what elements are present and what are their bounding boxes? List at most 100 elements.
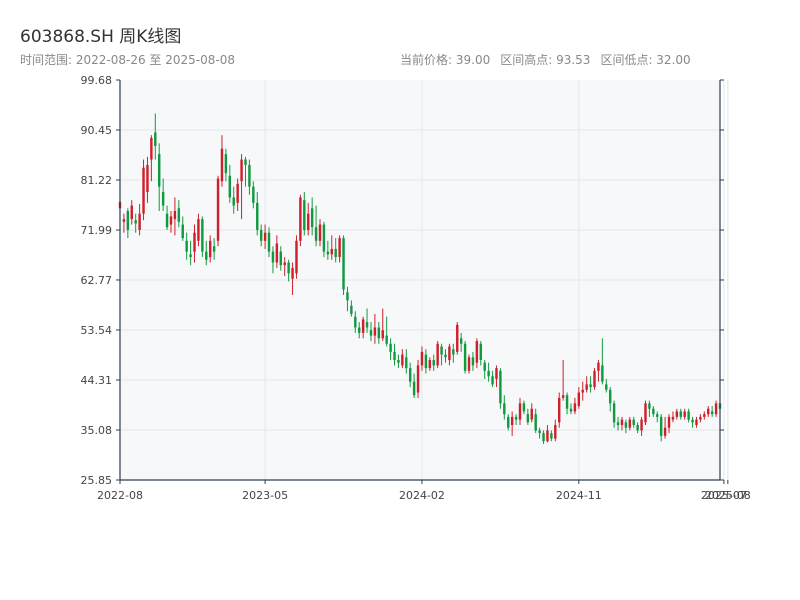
candle-body <box>299 197 302 241</box>
candle <box>189 240 192 266</box>
candle <box>628 416 632 431</box>
candle <box>244 156 247 187</box>
x-tick-label: 2025-07 <box>701 489 747 502</box>
candle-body <box>424 354 428 369</box>
candle-body <box>487 370 490 377</box>
candle <box>710 406 714 417</box>
candle <box>416 359 420 398</box>
candle-body <box>275 243 279 263</box>
candle <box>495 365 498 388</box>
candle <box>134 213 137 233</box>
period-low-label: 区间低点: 32.00 <box>600 53 691 67</box>
candle <box>361 316 365 339</box>
candle-body <box>679 411 682 417</box>
y-tick-label: 81.22 <box>81 174 113 187</box>
candle-body <box>216 178 220 241</box>
candle-body <box>550 433 553 439</box>
candle <box>652 406 655 417</box>
candle-body <box>495 368 498 379</box>
candle-body <box>208 240 212 258</box>
candle <box>369 322 373 342</box>
candle-body <box>479 343 482 360</box>
candle <box>479 341 482 366</box>
candle-body <box>193 232 196 252</box>
candle <box>385 316 388 347</box>
candle <box>197 213 200 247</box>
candle-body <box>267 232 271 252</box>
candle <box>510 411 514 436</box>
candle <box>401 349 404 369</box>
candle <box>459 332 463 352</box>
candle-body <box>542 433 545 442</box>
candle-body <box>326 251 330 255</box>
candle <box>714 400 718 417</box>
candle-body <box>597 362 600 371</box>
candle <box>703 411 706 420</box>
candle-body <box>385 335 388 344</box>
candle-body <box>530 408 533 420</box>
candle-body <box>401 354 404 366</box>
candle-body <box>232 197 235 206</box>
candle <box>632 416 635 428</box>
candle <box>648 400 651 417</box>
candle <box>342 235 345 295</box>
candle <box>169 211 173 233</box>
candle-body <box>695 419 698 426</box>
candle-body <box>283 262 286 266</box>
candle-body <box>416 365 420 393</box>
candle <box>177 200 181 228</box>
candle-body <box>644 403 647 423</box>
period-high-label: 区间高点: 93.53 <box>500 53 591 67</box>
candle <box>663 416 667 439</box>
candle-body <box>565 395 569 409</box>
candle <box>256 192 259 236</box>
candle <box>291 262 294 295</box>
candle-body <box>154 132 157 146</box>
candle <box>318 219 322 247</box>
candle <box>397 354 400 369</box>
candle-body <box>558 397 561 423</box>
candle-body <box>338 238 341 258</box>
candle-body <box>608 389 612 404</box>
candle-body <box>342 238 345 290</box>
y-tick-label: 62.77 <box>81 274 113 287</box>
candle <box>130 200 133 225</box>
candle <box>624 419 628 434</box>
candle-body <box>703 414 706 417</box>
y-tick-label: 35.08 <box>81 424 113 437</box>
candle-body <box>220 148 224 182</box>
candle-body <box>554 425 557 439</box>
candle-body <box>448 346 451 360</box>
candle-body <box>526 414 530 423</box>
candle-body <box>640 419 643 431</box>
candle <box>412 373 416 398</box>
candle <box>620 416 624 431</box>
candle-body <box>436 343 439 366</box>
candle <box>365 308 369 333</box>
candle <box>193 224 196 263</box>
candle-body <box>452 349 455 355</box>
candle <box>601 338 604 385</box>
candle <box>432 354 435 371</box>
candle <box>514 414 518 426</box>
candle <box>358 322 361 339</box>
candle-body <box>624 422 628 428</box>
candle-body <box>652 408 655 415</box>
candle <box>299 194 302 247</box>
candle-body <box>569 408 573 412</box>
candle <box>279 246 282 271</box>
candle <box>181 216 184 241</box>
candle <box>201 216 204 258</box>
x-tick-label: 2022-08 <box>97 489 143 502</box>
candle-body <box>589 384 592 388</box>
candle <box>675 408 679 420</box>
candle <box>499 368 502 409</box>
candle-body <box>377 327 381 339</box>
candle-body <box>134 220 137 224</box>
candle <box>326 240 330 260</box>
y-tick-label: 90.45 <box>81 124 113 137</box>
candle-body <box>322 224 326 252</box>
candle-body <box>648 403 651 409</box>
candle-body <box>240 159 243 182</box>
candle-body <box>405 357 408 369</box>
